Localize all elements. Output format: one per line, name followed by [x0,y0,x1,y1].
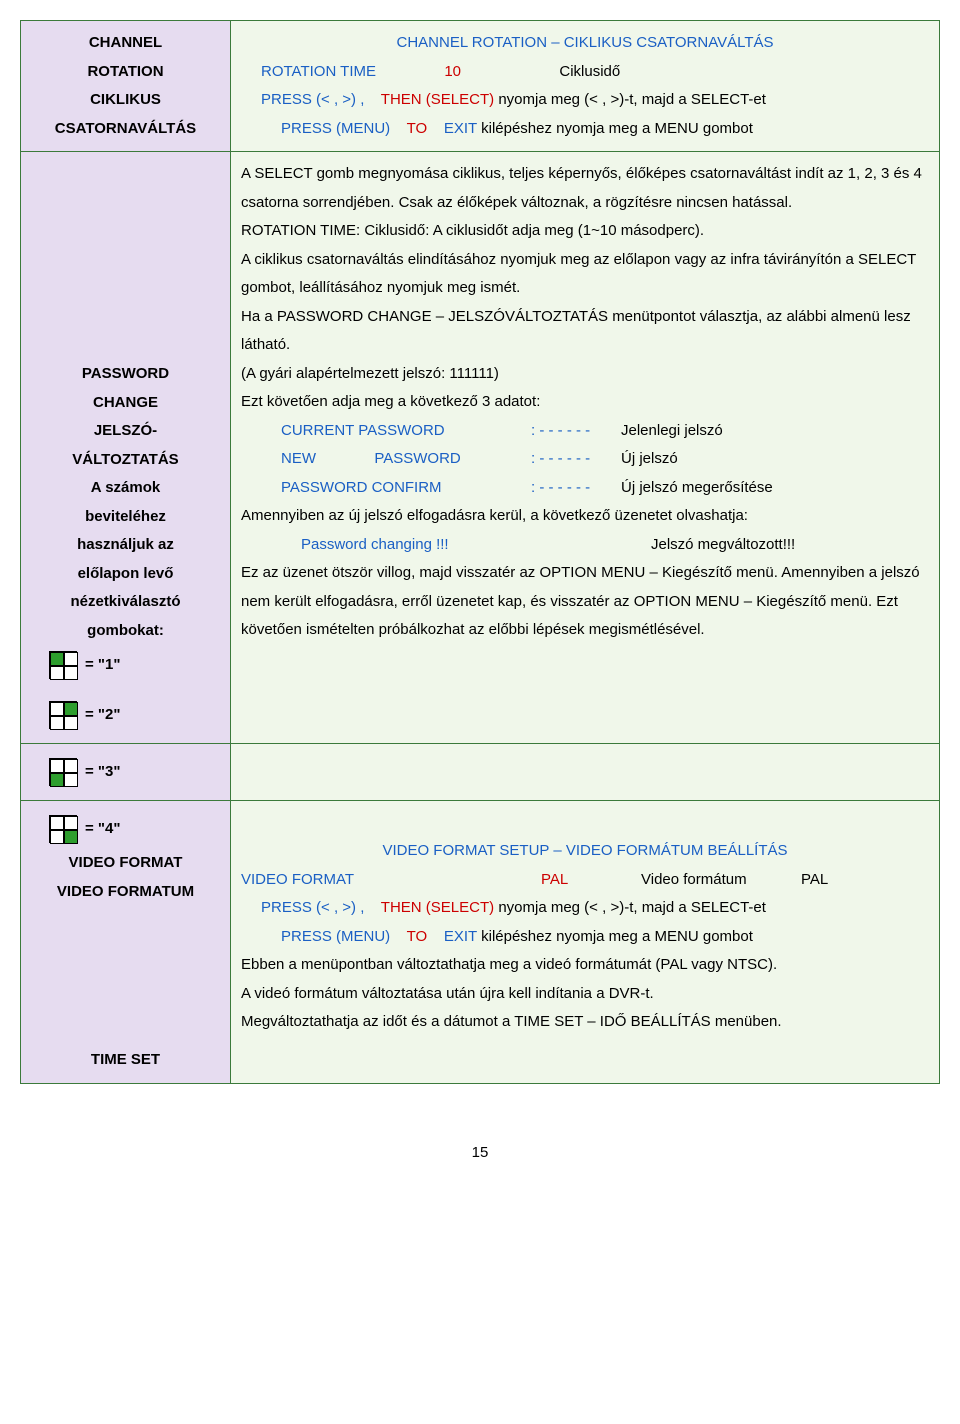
page-number: 15 [20,1144,940,1161]
r2-p4: Ha a PASSWORD CHANGE – JELSZÓVÁLTOZTATÁS… [241,303,929,360]
r2-l10: gombokat: [31,617,220,646]
r1-line3a: PRESS (< , >) , [241,86,364,115]
np-b: : - - - - - - [531,445,621,474]
r1-line3: PRESS (< , >) , THEN (SELECT) nyomja meg… [241,86,929,115]
row4-right: VIDEO FORMAT SETUP – VIDEO FORMÁTUM BEÁL… [231,801,940,1084]
row2-right: A SELECT gomb megnyomása ciklikus, telje… [231,152,940,744]
r1-l4: CSATORNAVÁLTÁS [31,115,220,144]
r4-line3b: THEN (SELECT) [381,899,494,916]
pw-change-hu: Jelszó megváltozott!!! [651,531,795,560]
r4-l3: TIME SET [31,1046,220,1075]
r1-line2b: 10 [444,63,461,80]
r2-l6: beviteléhez [31,503,220,532]
r1-line4b: TO [407,120,428,137]
r2-l7: használjuk az [31,531,220,560]
row4-left: = "4" VIDEO FORMAT VIDEO FORMATUM TIME S… [21,801,231,1084]
r4-line3: PRESS (< , >) , THEN (SELECT) nyomja meg… [241,894,929,923]
vf-d: PAL [801,866,828,895]
r1-line2a: ROTATION TIME [241,58,376,87]
vf-c: Video formátum [641,866,801,895]
r4-line4a: PRESS (MENU) [241,923,390,952]
r2-p5: (A gyári alapértelmezett jelszó: 111111) [241,360,929,389]
r2-l5: A számok [31,474,220,503]
cp-c: Jelenlegi jelszó [621,417,929,446]
icon-4: = "4" [31,815,220,843]
r4-line3a: PRESS (< , >) , [241,894,364,923]
r2-pwchange: Password changing !!! Jelszó megváltozot… [241,531,929,560]
np-a: NEW PASSWORD [281,445,531,474]
row3-right [231,744,940,801]
r1-l3: CIKLIKUS [31,86,220,115]
pc-b: : - - - - - - [531,474,621,503]
r2-l9: nézetkiválasztó [31,588,220,617]
np-c: Új jelszó [621,445,929,474]
r2-l2: CHANGE [31,389,220,418]
row3-left: = "3" [21,744,231,801]
r2-l3: JELSZÓ- [31,417,220,446]
grid-icon-3 [49,758,77,786]
r1-line2: ROTATION TIME 10 Ciklusidő [241,58,929,87]
r2-p1: A SELECT gomb megnyomása ciklikus, telje… [241,160,929,217]
r1-title: CHANNEL ROTATION – CIKLIKUS CSATORNAVÁLT… [241,29,929,58]
r2-p2: ROTATION TIME: Ciklusidő: A ciklusidőt a… [241,217,929,246]
cp-a: CURRENT PASSWORD [281,417,531,446]
r1-line4: PRESS (MENU) TO EXIT kilépéshez nyomja m… [241,115,929,144]
icon-2: = "2" [31,701,220,729]
r1-l1: CHANNEL [31,29,220,58]
r4-line4: PRESS (MENU) TO EXIT kilépéshez nyomja m… [241,923,929,952]
grid-icon-1 [49,651,77,679]
pc-a: PASSWORD CONFIRM [281,474,531,503]
r2-l1: PASSWORD [31,360,220,389]
icon-1: = "1" [31,651,220,679]
icon-3: = "3" [31,758,220,786]
r2-l4: VÁLTOZTATÁS [31,446,220,475]
r4-p2: A videó formátum változtatása után újra … [241,980,929,1009]
main-table: CHANNEL ROTATION CIKLIKUS CSATORNAVÁLTÁS… [20,20,940,1084]
r4-p1: Ebben a menüpontban változtathatja meg a… [241,951,929,980]
r2-p8: Ez az üzenet ötször villog, majd visszat… [241,559,929,645]
eq3: = "3" [85,763,121,781]
pc-c: Új jelszó megerősítése [621,474,929,503]
r1-l2: ROTATION [31,58,220,87]
r2-np: NEW PASSWORD : - - - - - - Új jelszó [241,445,929,474]
r1-line4c: EXIT [444,120,477,137]
r2-pc: PASSWORD CONFIRM : - - - - - - Új jelszó… [241,474,929,503]
r1-line3b: THEN (SELECT) [381,91,494,108]
r2-p7: Amennyiben az új jelszó elfogadásra kerü… [241,502,929,531]
row1-right: CHANNEL ROTATION – CIKLIKUS CSATORNAVÁLT… [231,21,940,152]
vf-a: VIDEO FORMAT [241,866,541,895]
r4-line3c: nyomja meg (< , >)-t, majd a SELECT-et [498,899,766,916]
grid-icon-2 [49,701,77,729]
vf-b: PAL [541,866,641,895]
r1-line3c: nyomja meg (< , >)-t, majd a SELECT-et [498,91,766,108]
cp-b: : - - - - - - [531,417,621,446]
r4-title: VIDEO FORMAT SETUP – VIDEO FORMÁTUM BEÁL… [241,837,929,866]
eq2: = "2" [85,706,121,724]
r4-l2: VIDEO FORMATUM [31,878,220,907]
r1-line4d: kilépéshez nyomja meg a MENU gombot [481,120,753,137]
r4-l1: VIDEO FORMAT [31,849,220,878]
np-a1: NEW [281,450,316,467]
r4-vf: VIDEO FORMAT PAL Video formátum PAL [241,866,929,895]
r1-line4a: PRESS (MENU) [241,115,390,144]
r2-p3: A ciklikus csatornaváltás elindításához … [241,246,929,303]
r1-line2c: Ciklusidő [559,63,620,80]
eq1: = "1" [85,656,121,674]
r4-line4b: TO [407,928,428,945]
r4-line4d: kilépéshez nyomja meg a MENU gombot [481,928,753,945]
pw-change: Password changing !!! [241,531,651,560]
row2-left: PASSWORD CHANGE JELSZÓ- VÁLTOZTATÁS A sz… [21,152,231,744]
row1-left: CHANNEL ROTATION CIKLIKUS CSATORNAVÁLTÁS [21,21,231,152]
r4-line4c: EXIT [444,928,477,945]
grid-icon-4 [49,815,77,843]
r2-cp: CURRENT PASSWORD : - - - - - - Jelenlegi… [241,417,929,446]
r2-p6: Ezt követően adja meg a következő 3 adat… [241,388,929,417]
r2-l8: előlapon levő [31,560,220,589]
r4-p3: Megváltoztathatja az időt és a dátumot a… [241,1008,929,1037]
np-a2: PASSWORD [374,450,460,467]
eq4: = "4" [85,820,121,838]
